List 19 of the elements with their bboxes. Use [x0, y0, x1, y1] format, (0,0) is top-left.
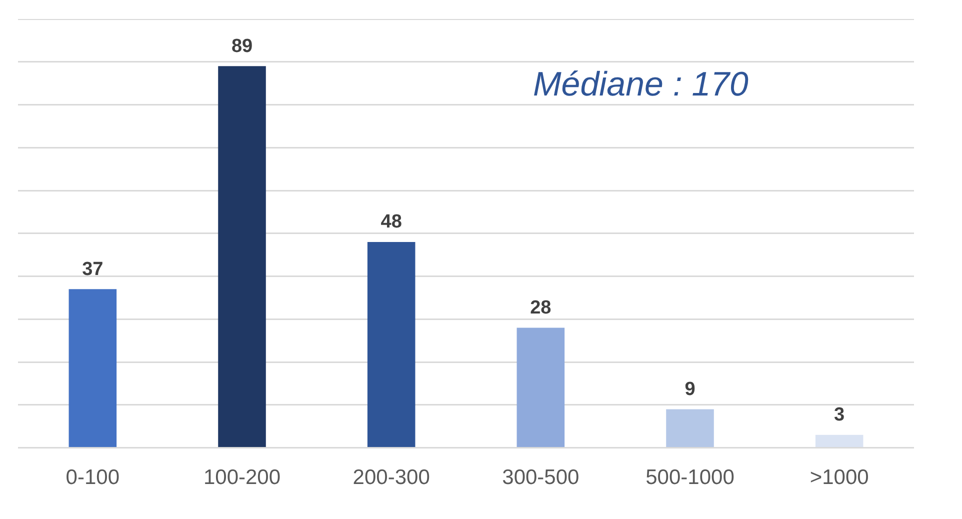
data-label: 9	[684, 378, 696, 400]
data-label: 3	[834, 404, 845, 426]
x-tick-label: 500-1000	[646, 466, 734, 490]
data-label: 28	[530, 297, 552, 318]
bar	[68, 289, 117, 448]
bar	[516, 328, 565, 448]
data-label: 48	[380, 212, 402, 233]
x-tick-label: 0-100	[66, 466, 120, 490]
bar	[218, 66, 266, 448]
data-label: 37	[82, 258, 104, 280]
bar	[367, 242, 416, 448]
x-tick-label: >1000	[810, 466, 869, 490]
data-label: 89	[231, 36, 253, 57]
x-tick-label: 100-200	[203, 466, 281, 490]
bar	[815, 434, 864, 448]
x-tick-label: 300-500	[502, 466, 580, 490]
bar	[666, 409, 714, 448]
x-tick-label: 200-300	[352, 466, 430, 490]
annotation: Médiane : 170	[532, 65, 749, 104]
